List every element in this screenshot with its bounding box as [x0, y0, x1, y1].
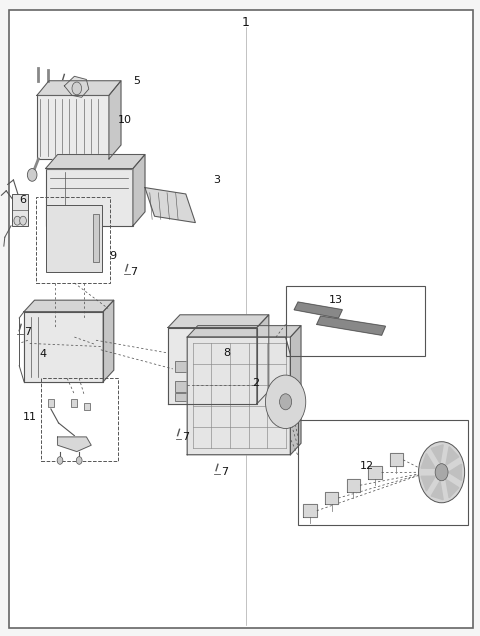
- Polygon shape: [187, 326, 301, 337]
- Text: 4: 4: [39, 349, 47, 359]
- Polygon shape: [37, 81, 121, 95]
- Text: 6: 6: [19, 195, 26, 205]
- Bar: [12, 194, 28, 226]
- Circle shape: [435, 464, 448, 481]
- Text: 11: 11: [23, 411, 37, 422]
- Text: 5: 5: [133, 76, 141, 86]
- Polygon shape: [46, 155, 145, 169]
- Circle shape: [279, 394, 292, 410]
- Bar: [175, 393, 250, 401]
- Polygon shape: [431, 445, 443, 463]
- Polygon shape: [24, 312, 103, 382]
- Text: 2: 2: [252, 378, 259, 388]
- Bar: [286, 286, 425, 356]
- Text: 7: 7: [221, 467, 228, 477]
- Circle shape: [72, 82, 82, 95]
- Polygon shape: [421, 453, 435, 468]
- Polygon shape: [448, 464, 461, 480]
- Text: 10: 10: [118, 114, 132, 125]
- Polygon shape: [421, 476, 435, 491]
- Bar: [37, 95, 109, 159]
- Bar: [175, 361, 250, 372]
- Polygon shape: [290, 326, 301, 455]
- Bar: [84, 403, 90, 410]
- Text: 7: 7: [182, 432, 190, 442]
- Circle shape: [265, 375, 306, 429]
- Polygon shape: [103, 300, 114, 382]
- Text: 3: 3: [214, 175, 221, 185]
- Bar: [71, 399, 77, 407]
- Text: 7: 7: [24, 327, 31, 337]
- Polygon shape: [133, 155, 145, 226]
- Circle shape: [27, 169, 37, 181]
- Bar: [46, 169, 133, 226]
- Text: 1: 1: [242, 16, 250, 29]
- Polygon shape: [187, 337, 290, 455]
- Bar: [36, 197, 110, 283]
- Polygon shape: [347, 479, 360, 492]
- Polygon shape: [446, 480, 459, 498]
- Polygon shape: [58, 437, 91, 452]
- Text: 9: 9: [109, 251, 117, 261]
- Circle shape: [14, 216, 21, 225]
- Circle shape: [57, 457, 63, 464]
- Bar: [46, 205, 102, 272]
- Polygon shape: [294, 302, 342, 318]
- Bar: [93, 214, 99, 262]
- Bar: [48, 399, 54, 407]
- Polygon shape: [24, 300, 114, 312]
- Polygon shape: [368, 466, 382, 479]
- Bar: [175, 381, 250, 392]
- Polygon shape: [109, 81, 121, 159]
- Circle shape: [20, 216, 26, 225]
- Polygon shape: [317, 316, 385, 335]
- Text: 12: 12: [360, 460, 374, 471]
- Polygon shape: [325, 492, 338, 504]
- Polygon shape: [168, 315, 269, 328]
- Polygon shape: [145, 188, 195, 223]
- Text: 13: 13: [329, 295, 343, 305]
- Polygon shape: [390, 453, 403, 466]
- Polygon shape: [168, 328, 257, 404]
- Text: 7: 7: [131, 267, 138, 277]
- Polygon shape: [257, 315, 269, 404]
- Bar: [298, 420, 468, 525]
- Circle shape: [419, 441, 465, 502]
- Polygon shape: [446, 446, 459, 465]
- Polygon shape: [431, 481, 443, 500]
- Polygon shape: [64, 76, 89, 97]
- Bar: [41, 378, 118, 461]
- Polygon shape: [303, 504, 317, 517]
- Circle shape: [76, 457, 82, 464]
- Text: 8: 8: [223, 348, 230, 358]
